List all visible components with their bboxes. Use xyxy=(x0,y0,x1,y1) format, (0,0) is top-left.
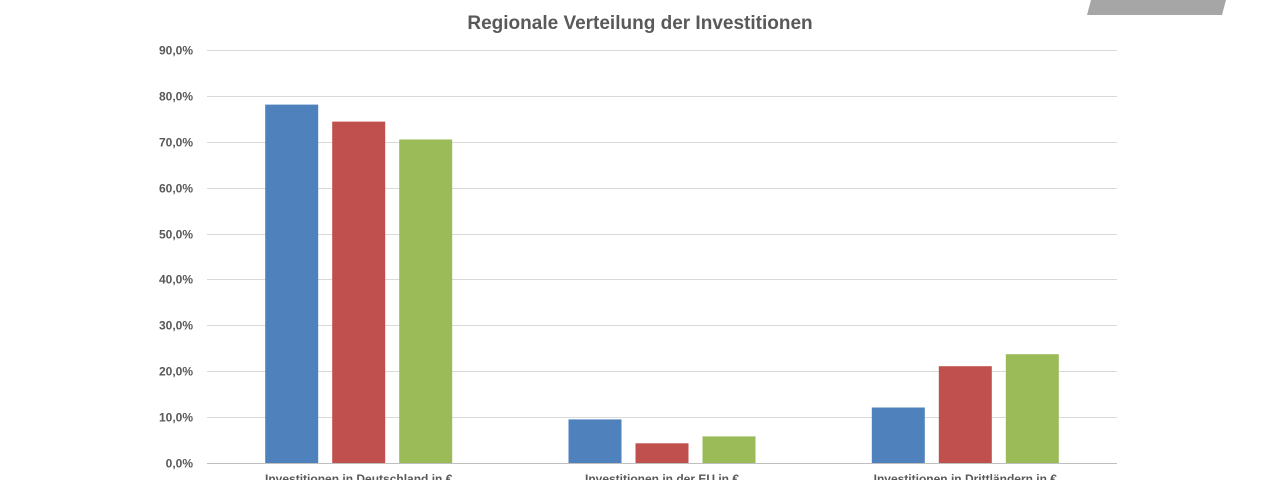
y-axis-tick-labels: 0,0% 10,0% 20,0% 30,0% 40,0% 50,0% 60,0% 70,0% 8… xyxy=(159,44,193,471)
bar-series-1-category-3 xyxy=(871,407,925,463)
y-tick-label: 20,0% xyxy=(159,365,193,379)
y-tick-label: 80,0% xyxy=(159,90,193,104)
bar-series-2-category-2 xyxy=(635,443,689,463)
corner-decoration-shape xyxy=(1087,0,1226,15)
y-tick-label: 70,0% xyxy=(159,136,193,150)
x-axis-category-labels: Investitionen in Deutschland in € Investi… xyxy=(265,472,1057,480)
x-category-label: Investitionen in Deutschland in € xyxy=(265,472,453,480)
bar-series-1-category-1 xyxy=(265,104,319,463)
bar-series-3-category-1 xyxy=(399,139,453,463)
bar-series-1-category-2 xyxy=(568,419,622,463)
y-tick-label: 10,0% xyxy=(159,411,193,425)
y-tick-label: 50,0% xyxy=(159,228,193,242)
bars xyxy=(265,104,1059,463)
y-tick-label: 0,0% xyxy=(166,457,194,471)
y-tick-label: 90,0% xyxy=(159,44,193,58)
bar-series-3-category-3 xyxy=(1005,354,1059,463)
bar-series-3-category-2 xyxy=(702,436,756,463)
bar-series-2-category-3 xyxy=(938,366,992,463)
y-tick-label: 40,0% xyxy=(159,273,193,287)
y-tick-label: 60,0% xyxy=(159,182,193,196)
bar-series-2-category-1 xyxy=(332,121,386,463)
chart-title: Regionale Verteilung der Investitionen xyxy=(467,13,812,34)
x-category-label: Investitionen in Drittländern in € xyxy=(874,472,1058,480)
y-tick-label: 30,0% xyxy=(159,319,193,333)
x-category-label: Investitionen in der EU in € xyxy=(585,472,739,480)
